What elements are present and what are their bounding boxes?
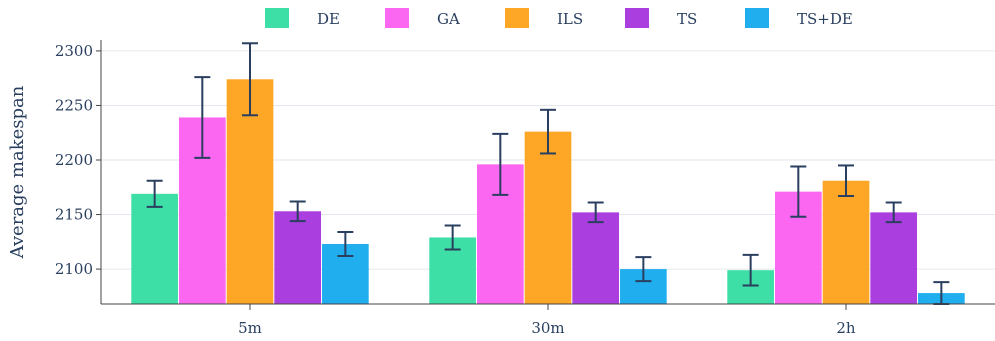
bar-ts-30m xyxy=(572,212,620,304)
y-tick-label: 2150 xyxy=(55,206,93,224)
y-axis-title: Average makespan xyxy=(7,85,28,259)
legend-item: DE xyxy=(265,8,340,28)
bar-ils-2h xyxy=(822,180,870,304)
y-tick-label: 2250 xyxy=(55,96,93,114)
legend-item: GA xyxy=(385,8,460,28)
legend-item: TS+DE xyxy=(745,8,853,28)
y-tick-label: 2100 xyxy=(55,260,93,278)
legend-swatch xyxy=(385,8,409,28)
y-tick-label: 2300 xyxy=(55,42,93,60)
x-tick-label: 30m xyxy=(531,319,564,337)
bar-ils-30m xyxy=(524,131,572,304)
x-tick-label: 5m xyxy=(238,319,262,337)
legend-swatch xyxy=(625,8,649,28)
bar-ils-5m xyxy=(226,79,274,304)
bar-ts-5m xyxy=(274,211,322,304)
legend-label: TS xyxy=(677,10,697,28)
axes xyxy=(96,40,995,310)
error-bars xyxy=(146,42,950,305)
legend-label: GA xyxy=(437,10,460,28)
x-tick-label: 2h xyxy=(836,319,856,337)
bars xyxy=(131,79,965,304)
legend-label: ILS xyxy=(557,10,583,28)
bar-de-5m xyxy=(131,193,178,304)
tick-labels: 2100 2150 2200 2250 2300 5m 30m 2h xyxy=(55,42,856,337)
legend: DE GA ILS TS TS+DE xyxy=(265,8,853,28)
legend-swatch xyxy=(745,8,769,28)
legend-label: DE xyxy=(317,10,340,28)
legend-label: TS+DE xyxy=(797,10,853,28)
y-tick-label: 2200 xyxy=(55,151,93,169)
legend-swatch xyxy=(505,8,529,28)
legend-swatch xyxy=(265,8,289,28)
bar-ts-2h xyxy=(870,212,918,304)
legend-item: TS xyxy=(625,8,697,28)
legend-item: ILS xyxy=(505,8,583,28)
